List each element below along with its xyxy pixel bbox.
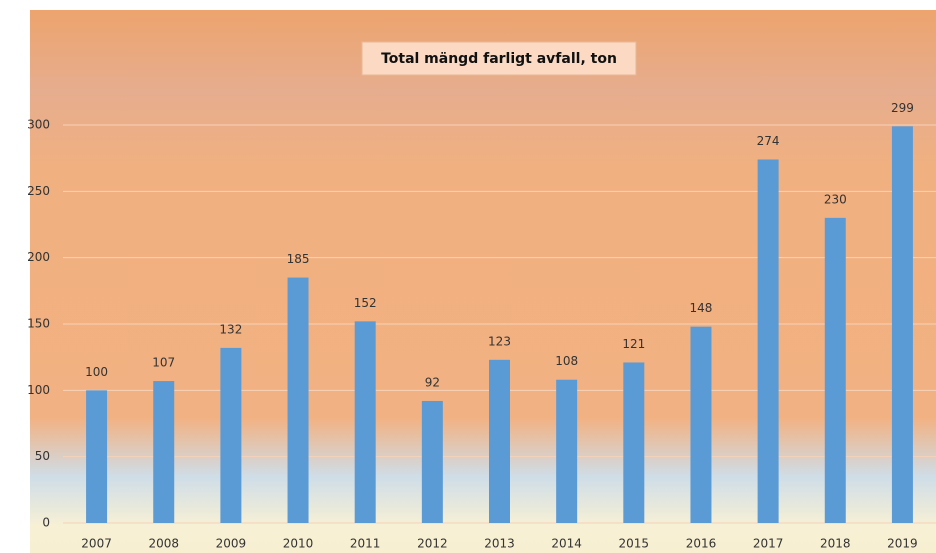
y-tick-label: 200 [27, 250, 50, 264]
y-tick-label: 250 [27, 184, 50, 198]
bar [287, 277, 309, 523]
x-tick-label: 2011 [350, 537, 381, 551]
data-label: 121 [622, 337, 645, 351]
bar [354, 321, 376, 523]
data-label: 185 [287, 252, 310, 266]
y-tick-label: 0 [42, 516, 50, 530]
bar [556, 379, 578, 523]
bar [757, 159, 779, 523]
data-label: 107 [152, 356, 175, 370]
y-tick-label: 50 [35, 449, 50, 463]
data-label: 152 [354, 296, 377, 310]
chart-title: Total mängd farligt avfall, ton [381, 51, 617, 67]
data-label: 92 [425, 375, 440, 389]
data-label: 274 [757, 134, 780, 148]
x-tick-label: 2007 [81, 537, 112, 551]
background [30, 10, 936, 553]
data-label: 100 [85, 365, 108, 379]
data-label: 230 [824, 192, 847, 206]
title-box [361, 41, 637, 76]
x-tick-label: 2016 [686, 537, 717, 551]
y-tick-label: 300 [27, 118, 50, 132]
y-tick-label: 150 [27, 317, 50, 331]
data-label: 123 [488, 334, 511, 348]
bar [153, 381, 175, 523]
bar [220, 347, 242, 523]
x-tick-label: 2018 [820, 537, 851, 551]
data-label: 148 [690, 301, 713, 315]
y-tick-label: 100 [27, 383, 50, 397]
bar [623, 362, 645, 523]
bar [891, 126, 913, 524]
x-tick-label: 2013 [484, 537, 515, 551]
bar [86, 390, 108, 523]
data-label: 132 [219, 322, 242, 336]
x-tick-label: 2009 [216, 537, 247, 551]
x-tick-label: 2012 [417, 537, 448, 551]
x-tick-label: 2010 [283, 537, 314, 551]
x-tick-label: 2008 [148, 537, 179, 551]
data-label: 299 [891, 101, 914, 115]
x-tick-label: 2019 [887, 537, 918, 551]
x-tick-label: 2015 [619, 537, 650, 551]
bar [690, 326, 712, 523]
bar [489, 359, 510, 523]
x-tick-label: 2017 [753, 537, 784, 551]
data-label: 108 [555, 354, 578, 368]
x-tick-label: 2014 [551, 537, 582, 551]
bar [421, 400, 443, 523]
bar [824, 217, 846, 523]
